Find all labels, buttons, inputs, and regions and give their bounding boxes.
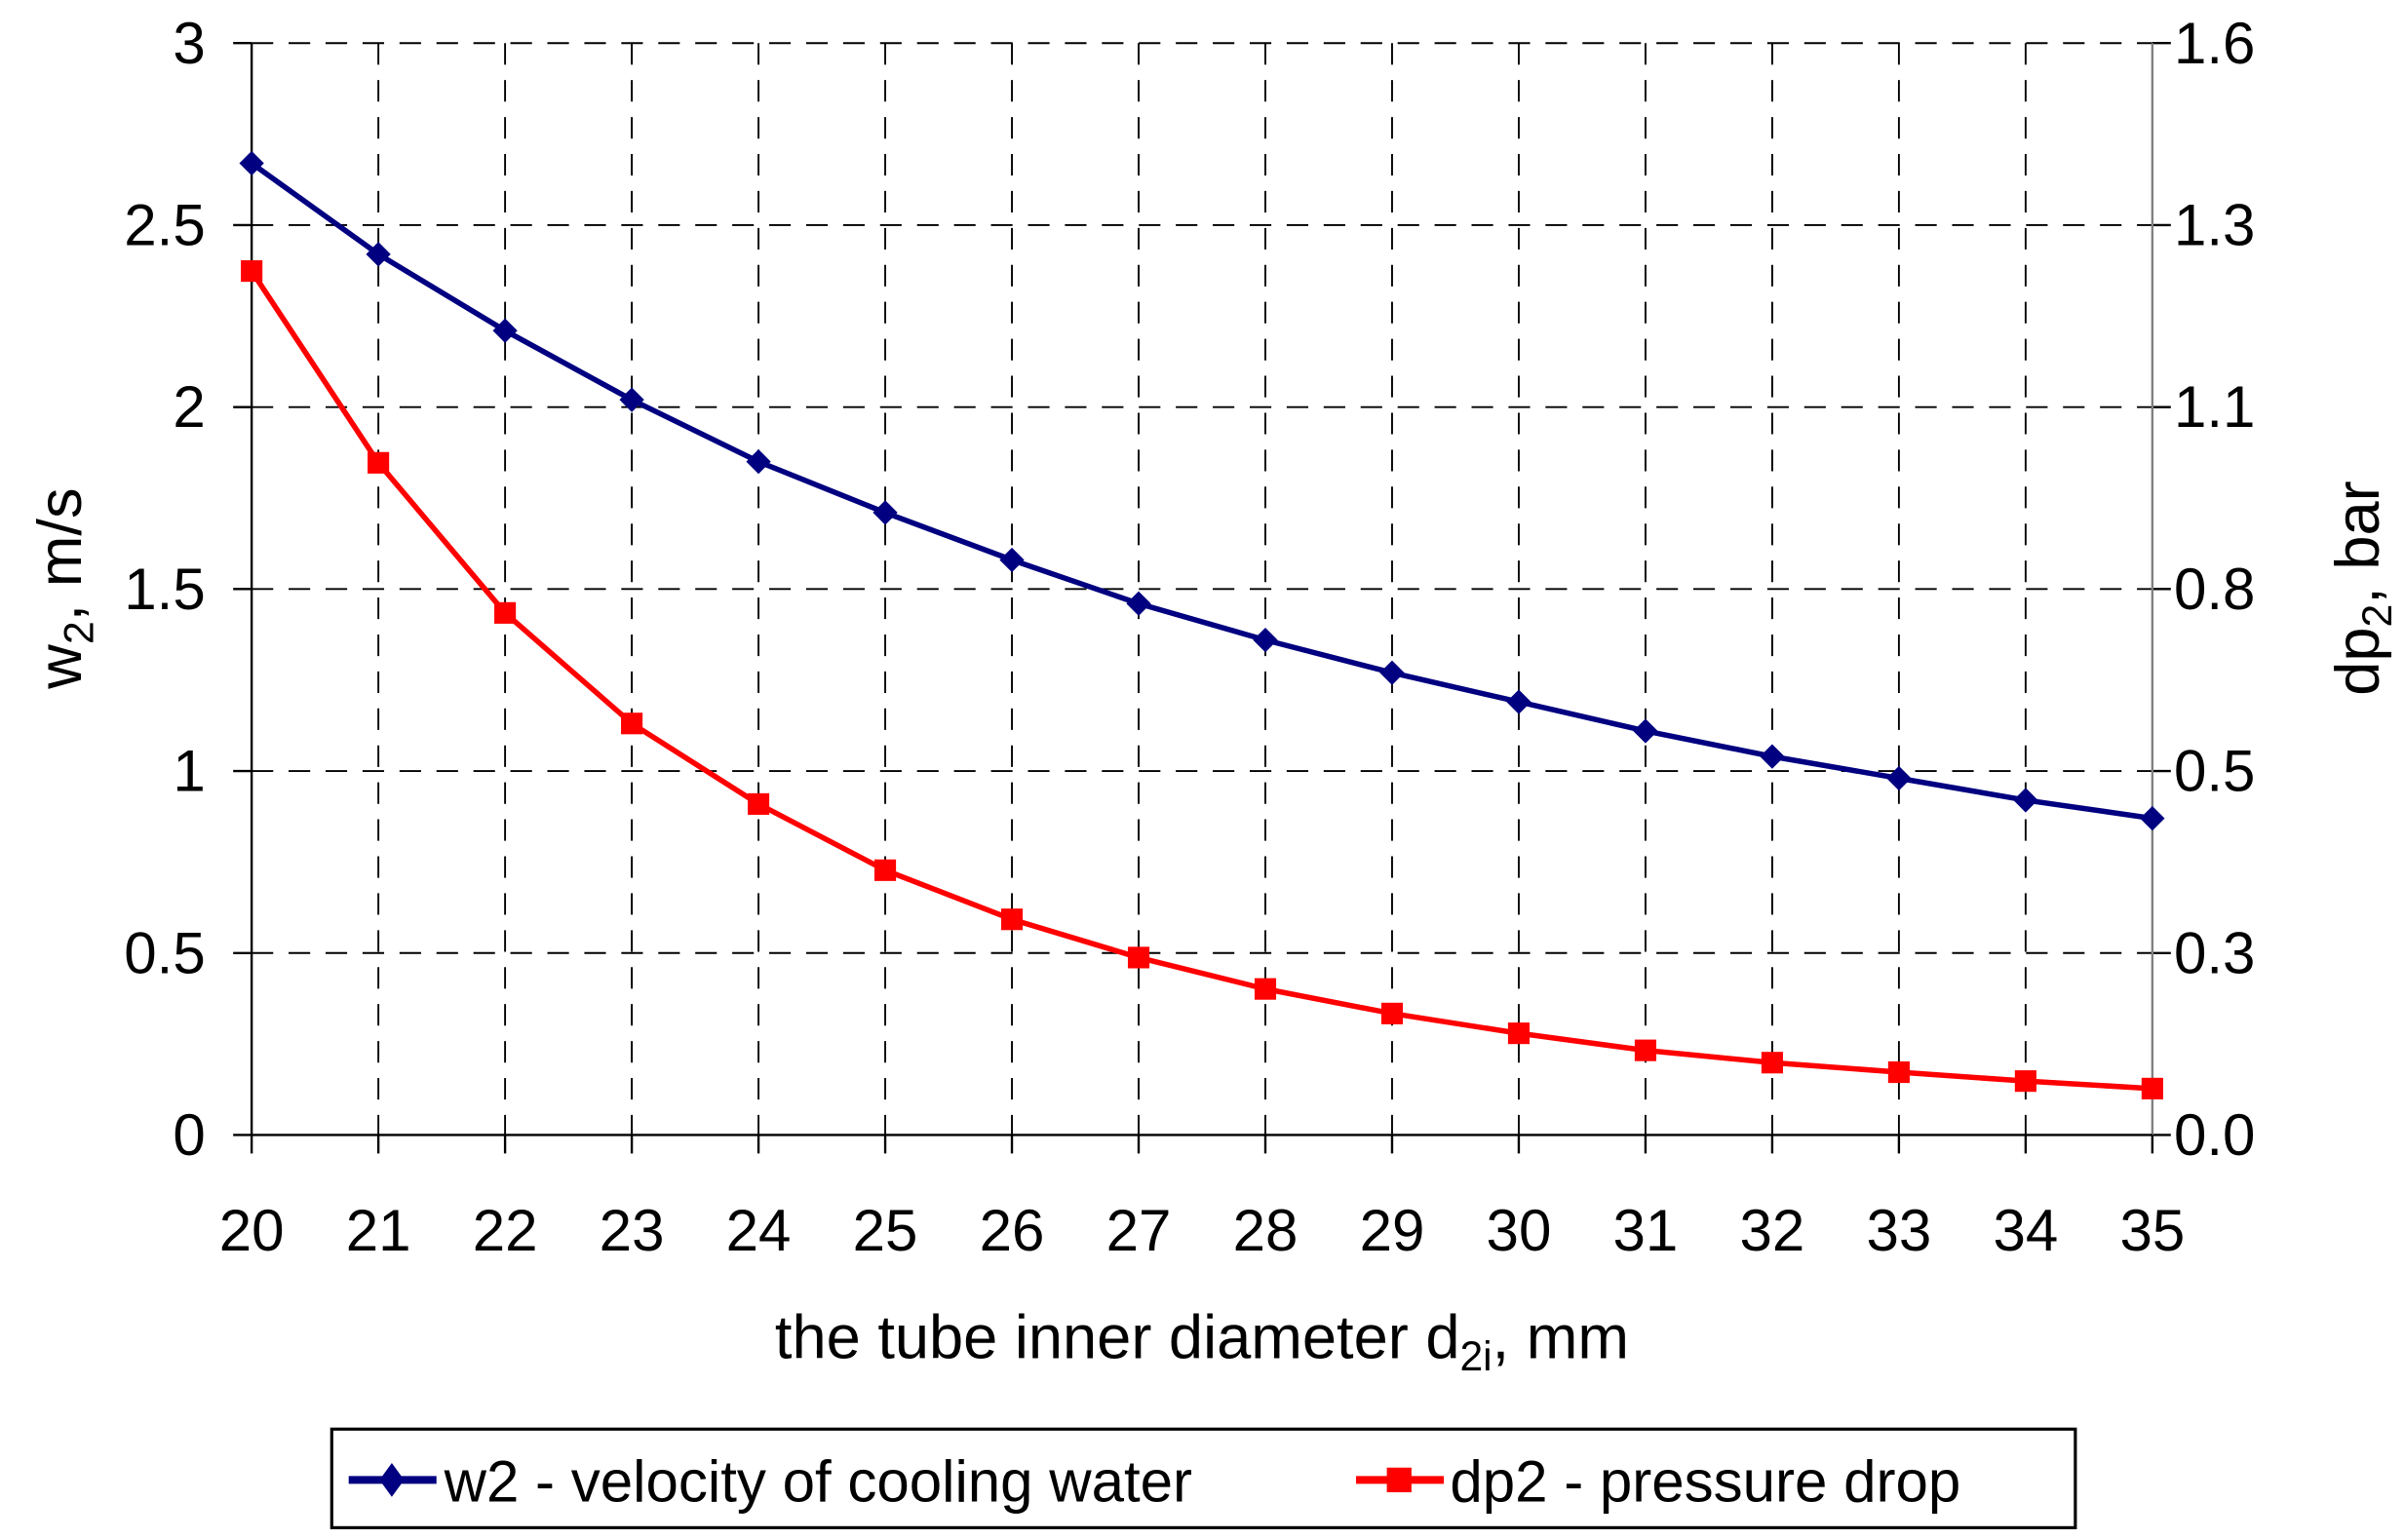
data-point-w2 <box>2140 805 2165 831</box>
data-point-dp2 <box>241 260 263 283</box>
x-tick-label: 26 <box>980 1198 1045 1263</box>
data-point-dp2 <box>1380 1002 1404 1024</box>
y-tick-label: 2 <box>173 374 205 440</box>
data-point-dp2 <box>494 601 517 624</box>
data-point-w2 <box>1253 627 1278 653</box>
x-tick-label: 20 <box>219 1198 285 1263</box>
legend-label-dp2: dp2 - pressure drop <box>1450 1449 1960 1515</box>
series-line-w2 <box>250 161 2153 822</box>
x-tick-label: 27 <box>1106 1198 1172 1263</box>
data-point-w2 <box>1506 689 1532 714</box>
data-point-w2 <box>999 547 1025 573</box>
data-point-dp2 <box>368 451 390 474</box>
x-tick-label: 34 <box>1993 1198 2058 1263</box>
data-point-dp2 <box>621 712 643 735</box>
data-point-dp2 <box>1507 1022 1531 1045</box>
legend-label-w2: w2 - velocity of cooling water <box>444 1449 1192 1515</box>
y2-tick-label: 0.5 <box>2174 739 2255 804</box>
y2-tick-label: 0.3 <box>2174 920 2255 985</box>
square-marker-icon <box>1386 1467 1412 1493</box>
data-point-dp2 <box>1761 1052 1783 1074</box>
x-tick-label: 21 <box>346 1198 411 1263</box>
data-point-w2 <box>2013 788 2038 813</box>
y2-tick-label: 0.8 <box>2174 557 2255 622</box>
x-tick-label: 28 <box>1233 1198 1299 1263</box>
y-tick-label: 0.5 <box>124 920 205 985</box>
data-point-w2 <box>1886 765 1912 791</box>
grid <box>252 42 2152 1136</box>
data-point-dp2 <box>1887 1060 1910 1084</box>
x-tick-label: 32 <box>1740 1198 1805 1263</box>
data-point-dp2 <box>2141 1077 2163 1099</box>
y-tick-label: 0 <box>173 1102 205 1168</box>
x-tick-label: 30 <box>1487 1198 1552 1263</box>
axes <box>233 42 2171 1154</box>
data-point-dp2 <box>748 792 770 815</box>
data-point-w2 <box>1633 718 1658 744</box>
tick-labels: 0 0.0 0.5 0.3 1 0.5 1.5 0.8 2 1.1 2.5 1.3 3 1.6 20 21 22… <box>124 11 2255 1263</box>
x-tick-label: 29 <box>1360 1198 1425 1263</box>
x-tick-label: 35 <box>2119 1198 2185 1263</box>
y2-tick-label: 1.1 <box>2174 374 2255 440</box>
data-point-w2 <box>1760 744 1785 769</box>
x-tick-label: 22 <box>473 1198 538 1263</box>
data-point-w2 <box>872 500 898 525</box>
y-tick-label: 1 <box>173 739 205 804</box>
data-point-w2 <box>366 242 391 267</box>
y-tick-label: 3 <box>173 11 205 76</box>
data-point-w2 <box>1379 660 1405 685</box>
x-tick-label: 33 <box>1867 1198 1932 1263</box>
x-axis-title: the tube inner diameter d2i, mm <box>775 1304 1629 1381</box>
data-point-dp2 <box>2014 1070 2036 1093</box>
series-line-dp2 <box>249 269 2153 1092</box>
data-point-dp2 <box>1127 946 1150 969</box>
data-point-dp2 <box>1254 978 1277 1000</box>
data-point-dp2 <box>873 859 897 881</box>
y-tick-label: 2.5 <box>124 192 205 257</box>
data-point-dp2 <box>1634 1039 1656 1061</box>
x-tick-label: 31 <box>1613 1198 1679 1263</box>
series <box>239 150 2165 1099</box>
data-point-w2 <box>492 318 518 343</box>
legend: w2 - velocity of cooling water dp2 - pre… <box>330 1427 2077 1529</box>
x-tick-label: 25 <box>853 1198 918 1263</box>
y-tick-label: 1.5 <box>124 557 205 622</box>
data-point-w2 <box>746 449 771 475</box>
data-point-dp2 <box>1000 908 1024 931</box>
x-tick-label: 23 <box>600 1198 665 1263</box>
y2-tick-label: 1.6 <box>2174 11 2255 76</box>
data-point-w2 <box>619 387 644 412</box>
y2-tick-label: 0.0 <box>2174 1102 2255 1168</box>
y2-tick-label: 1.3 <box>2174 192 2255 257</box>
data-point-w2 <box>1126 591 1151 616</box>
y-axis-title: w2, m/s <box>26 487 103 689</box>
y2-axis-title: dp2, bar <box>2324 481 2401 695</box>
x-tick-label: 24 <box>726 1198 792 1263</box>
